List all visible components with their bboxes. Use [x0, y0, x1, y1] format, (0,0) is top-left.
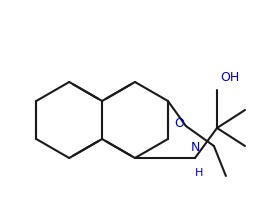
Text: N: N: [190, 141, 200, 154]
Text: O: O: [174, 118, 184, 130]
Text: OH: OH: [220, 71, 239, 84]
Text: H: H: [195, 168, 203, 178]
